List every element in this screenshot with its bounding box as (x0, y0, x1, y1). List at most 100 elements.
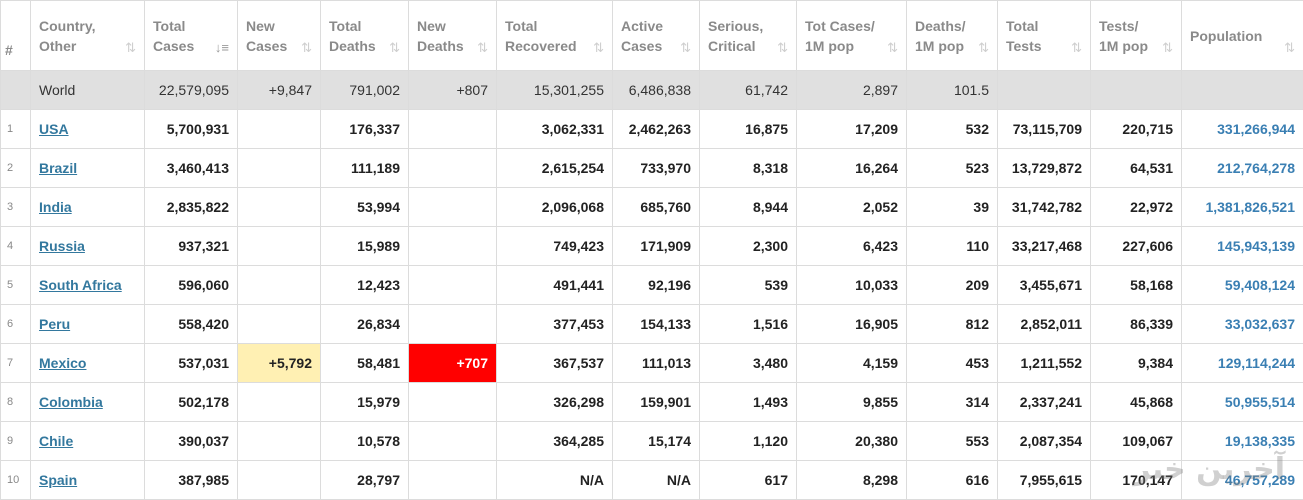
cell-total-tests: 2,337,241 (998, 383, 1091, 422)
cell-total-tests: 73,115,709 (998, 110, 1091, 149)
column-header-deaths-1m[interactable]: Deaths/1M pop⇅ (907, 1, 998, 71)
sort-arrows-icon[interactable]: ⇅ (680, 38, 691, 58)
country-link[interactable]: India (39, 199, 72, 215)
cell-total-deaths: 15,989 (321, 227, 409, 266)
sort-arrows-icon[interactable]: ⇅ (125, 38, 136, 58)
cell-deaths-1m: 616 (907, 461, 998, 500)
cell-rank: 10 (1, 461, 31, 500)
cell-active-cases: N/A (613, 461, 700, 500)
cell-deaths-1m: 314 (907, 383, 998, 422)
sort-arrows-icon[interactable]: ⇅ (389, 38, 400, 58)
cell-total-cases: 3,460,413 (145, 149, 238, 188)
sort-arrows-icon[interactable]: ⇅ (1284, 38, 1295, 58)
cell-tot-cases-1m: 16,264 (797, 149, 907, 188)
cell-tests-1m: 220,715 (1091, 110, 1182, 149)
sort-arrows-icon[interactable]: ⇅ (978, 38, 989, 58)
cell-tot-cases-1m: 6,423 (797, 227, 907, 266)
cell-rank: 3 (1, 188, 31, 227)
column-header-label-line2: Cases (246, 38, 287, 54)
country-link[interactable]: Spain (39, 472, 77, 488)
cell-rank: 1 (1, 110, 31, 149)
cell-total-cases: 502,178 (145, 383, 238, 422)
cell-tests-1m: 227,606 (1091, 227, 1182, 266)
country-link[interactable]: Russia (39, 238, 85, 254)
country-link[interactable]: Peru (39, 316, 70, 332)
column-header-country[interactable]: Country,Other⇅ (31, 1, 145, 71)
sort-arrows-icon[interactable]: ⇅ (887, 38, 898, 58)
cell-tests-1m: 22,972 (1091, 188, 1182, 227)
cell-tests-1m: 64,531 (1091, 149, 1182, 188)
column-header-label: # (5, 40, 26, 60)
cell-new-deaths (409, 227, 497, 266)
cell-tests-1m: 9,384 (1091, 344, 1182, 383)
column-header-tot-cases-1m[interactable]: Tot Cases/1M pop⇅ (797, 1, 907, 71)
cell-total-deaths: 15,979 (321, 383, 409, 422)
cell-total-cases: 387,985 (145, 461, 238, 500)
cell-population: 129,114,244 (1182, 344, 1303, 383)
cell-tests-1m: 58,168 (1091, 266, 1182, 305)
cell-total-tests (998, 71, 1091, 110)
column-header-label-line2: Cases (621, 38, 662, 54)
country-link[interactable]: South Africa (39, 277, 122, 293)
column-header-label: Serious,Critical (708, 16, 788, 56)
column-header-population[interactable]: Population⇅ (1182, 1, 1303, 71)
cell-new-cases: +9,847 (238, 71, 321, 110)
cell-country: India (31, 188, 145, 227)
column-header-label-line2: 1M pop (805, 38, 854, 54)
column-header-label: Tot Cases/1M pop (805, 16, 898, 56)
cell-population: 331,266,944 (1182, 110, 1303, 149)
country-link[interactable]: Chile (39, 433, 73, 449)
cell-total-tests: 31,742,782 (998, 188, 1091, 227)
cell-tests-1m: 170,147 (1091, 461, 1182, 500)
cell-country: Peru (31, 305, 145, 344)
cell-new-deaths (409, 383, 497, 422)
sort-arrows-icon[interactable]: ⇅ (777, 38, 788, 58)
cell-tests-1m: 45,868 (1091, 383, 1182, 422)
column-header-tests-1m[interactable]: Tests/1M pop⇅ (1091, 1, 1182, 71)
cell-total-cases: 537,031 (145, 344, 238, 383)
cell-total-deaths: 26,834 (321, 305, 409, 344)
column-header-serious-critical[interactable]: Serious,Critical⇅ (700, 1, 797, 71)
cell-deaths-1m: 39 (907, 188, 998, 227)
cell-tot-cases-1m: 2,052 (797, 188, 907, 227)
column-header-rank[interactable]: # (1, 1, 31, 71)
sort-arrows-icon[interactable]: ⇅ (477, 38, 488, 58)
cell-rank: 4 (1, 227, 31, 266)
cell-rank: 5 (1, 266, 31, 305)
country-link[interactable]: USA (39, 121, 69, 137)
sort-arrows-icon[interactable]: ⇅ (1162, 38, 1173, 58)
cell-population: 1,381,826,521 (1182, 188, 1303, 227)
sort-arrows-icon[interactable]: ↓≡ (215, 38, 229, 58)
cell-population: 59,408,124 (1182, 266, 1303, 305)
country-link[interactable]: Colombia (39, 394, 103, 410)
cell-total-recovered: 377,453 (497, 305, 613, 344)
cell-total-recovered: 364,285 (497, 422, 613, 461)
country-link[interactable]: Brazil (39, 160, 77, 176)
cell-rank (1, 71, 31, 110)
cell-country: USA (31, 110, 145, 149)
cell-new-deaths (409, 266, 497, 305)
cell-serious-critical: 1,516 (700, 305, 797, 344)
cell-deaths-1m: 453 (907, 344, 998, 383)
sort-arrows-icon[interactable]: ⇅ (1071, 38, 1082, 58)
sort-arrows-icon[interactable]: ⇅ (301, 38, 312, 58)
cell-serious-critical: 2,300 (700, 227, 797, 266)
country-link[interactable]: Mexico (39, 355, 86, 371)
cell-total-recovered: 2,615,254 (497, 149, 613, 188)
cell-total-deaths: 28,797 (321, 461, 409, 500)
cell-country: Russia (31, 227, 145, 266)
sort-arrows-icon[interactable]: ⇅ (593, 38, 604, 58)
cell-active-cases: 154,133 (613, 305, 700, 344)
cell-new-cases (238, 305, 321, 344)
cell-population: 33,032,637 (1182, 305, 1303, 344)
column-header-label-line2: Cases (153, 38, 194, 54)
